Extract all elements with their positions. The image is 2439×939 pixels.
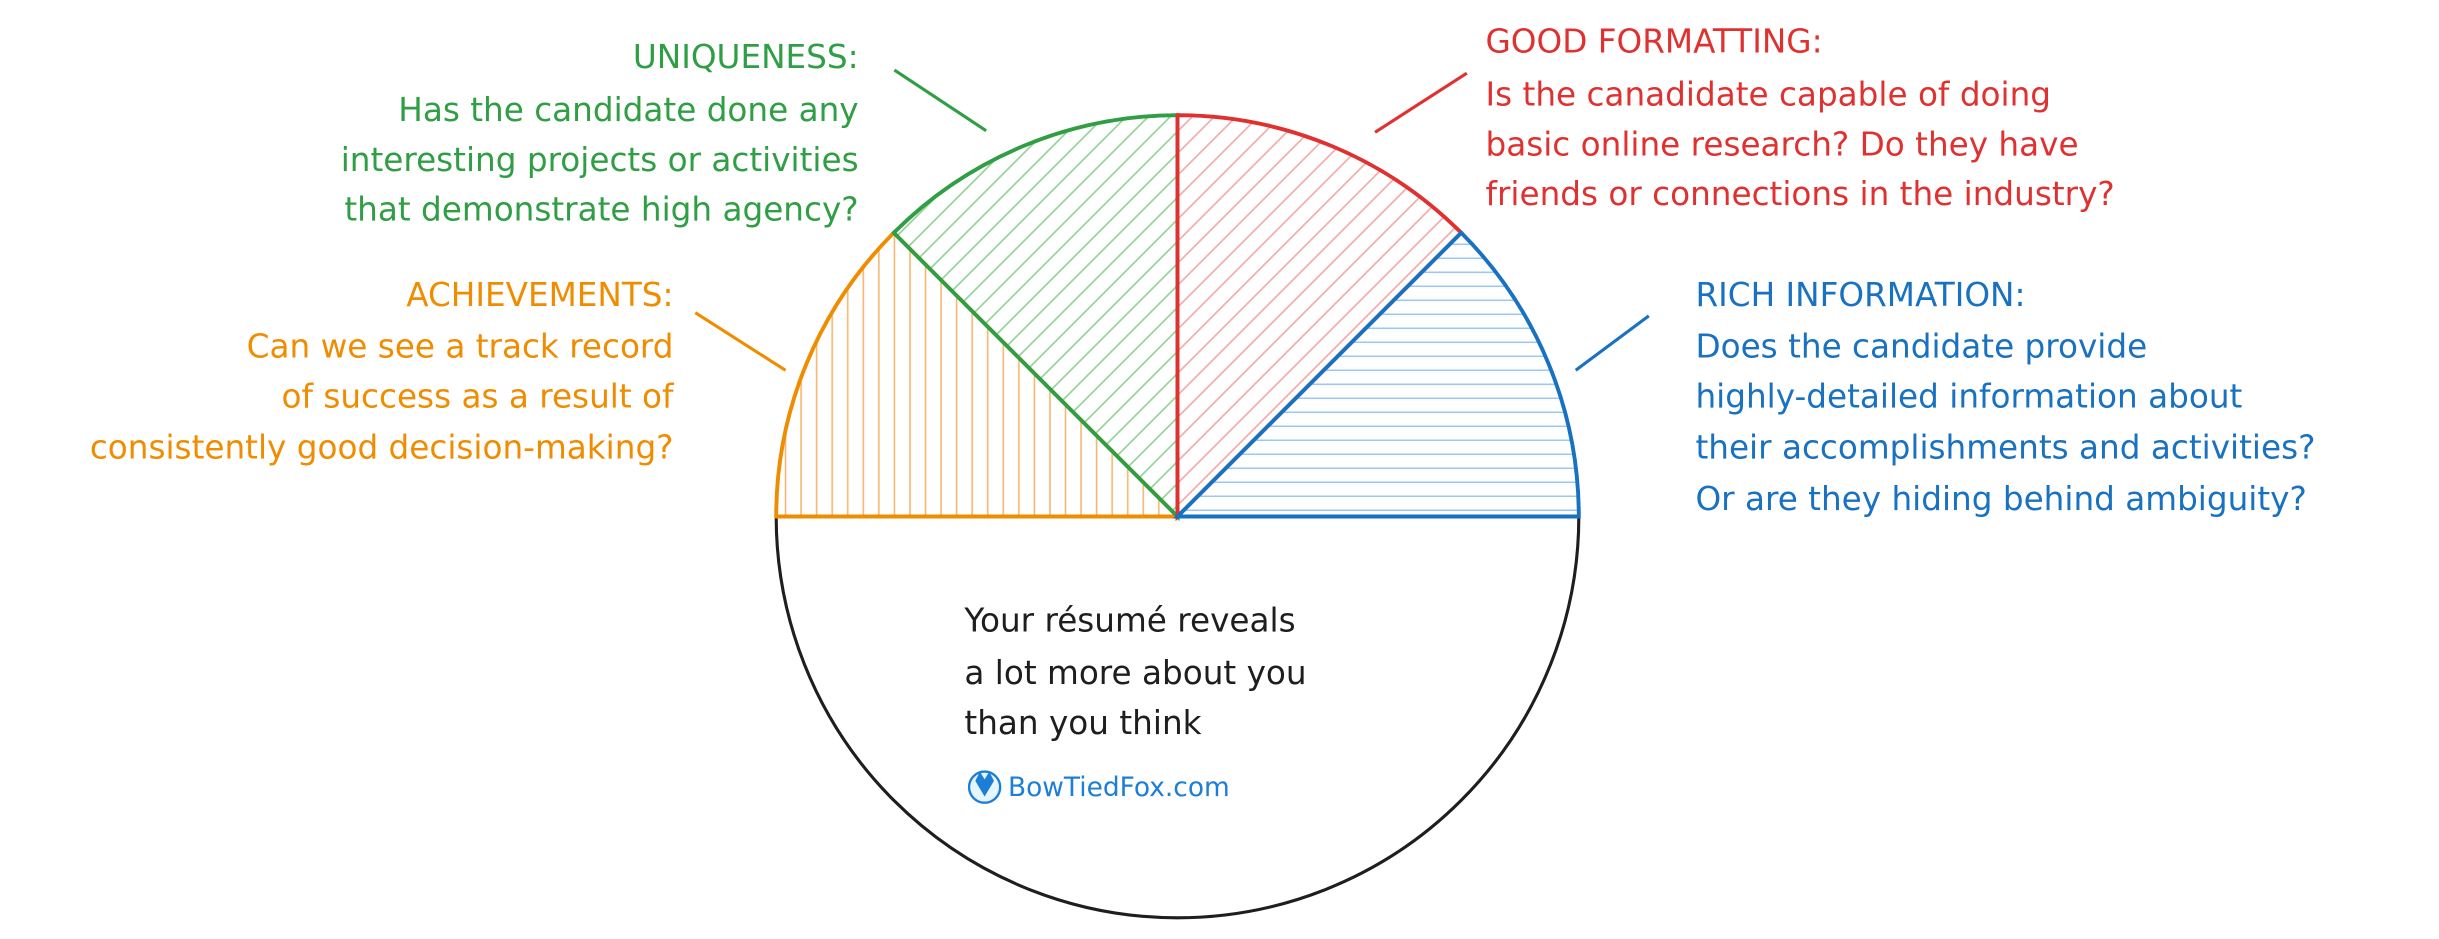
segment-text: friends or connections in the industry?	[1485, 175, 2114, 213]
leader-line	[694, 311, 787, 372]
segment-text: consistently good decision-making?	[90, 429, 674, 467]
wedge-achievements	[774, 230, 1183, 519]
segment-text: Does the candidate provide	[1695, 328, 2147, 366]
segment-text: Is the canadidate capable of doing	[1485, 76, 2051, 114]
brand: BowTiedFox.com	[1008, 772, 1230, 803]
leader-line	[893, 68, 988, 133]
wedge-uniqueness	[891, 113, 1180, 522]
segment-text: interesting projects or activities	[341, 141, 859, 179]
segment-heading: GOOD FORMATTING:	[1485, 23, 1822, 61]
segment-text: basic online research? Do they have	[1485, 125, 2078, 163]
segment-text: Has the candidate done any	[398, 91, 858, 129]
segment-text: that demonstrate high agency?	[344, 191, 858, 229]
segment-text: highly-detailed information about	[1695, 377, 2242, 415]
segment-text: Or are they hiding behind ambiguity?	[1695, 480, 2306, 518]
center-text: Your résumé reveals	[963, 601, 1295, 639]
segment-heading: ACHIEVEMENTS:	[406, 276, 673, 314]
center-text: than you think	[964, 704, 1201, 742]
segment-text: of success as a result of	[281, 377, 675, 415]
wedge-information	[1172, 230, 1581, 519]
segment-heading: UNIQUENESS:	[633, 38, 859, 76]
brand-icon-fox	[975, 771, 994, 797]
segment-text: their accomplishments and activities?	[1695, 429, 2315, 467]
leader-line	[1574, 314, 1650, 372]
leader-line	[1374, 71, 1468, 134]
center-text: a lot more about you	[964, 654, 1306, 692]
segment-heading: RICH INFORMATION:	[1695, 276, 2025, 314]
wedge-formatting	[1175, 113, 1464, 522]
segment-text: Can we see a track record	[247, 328, 674, 366]
